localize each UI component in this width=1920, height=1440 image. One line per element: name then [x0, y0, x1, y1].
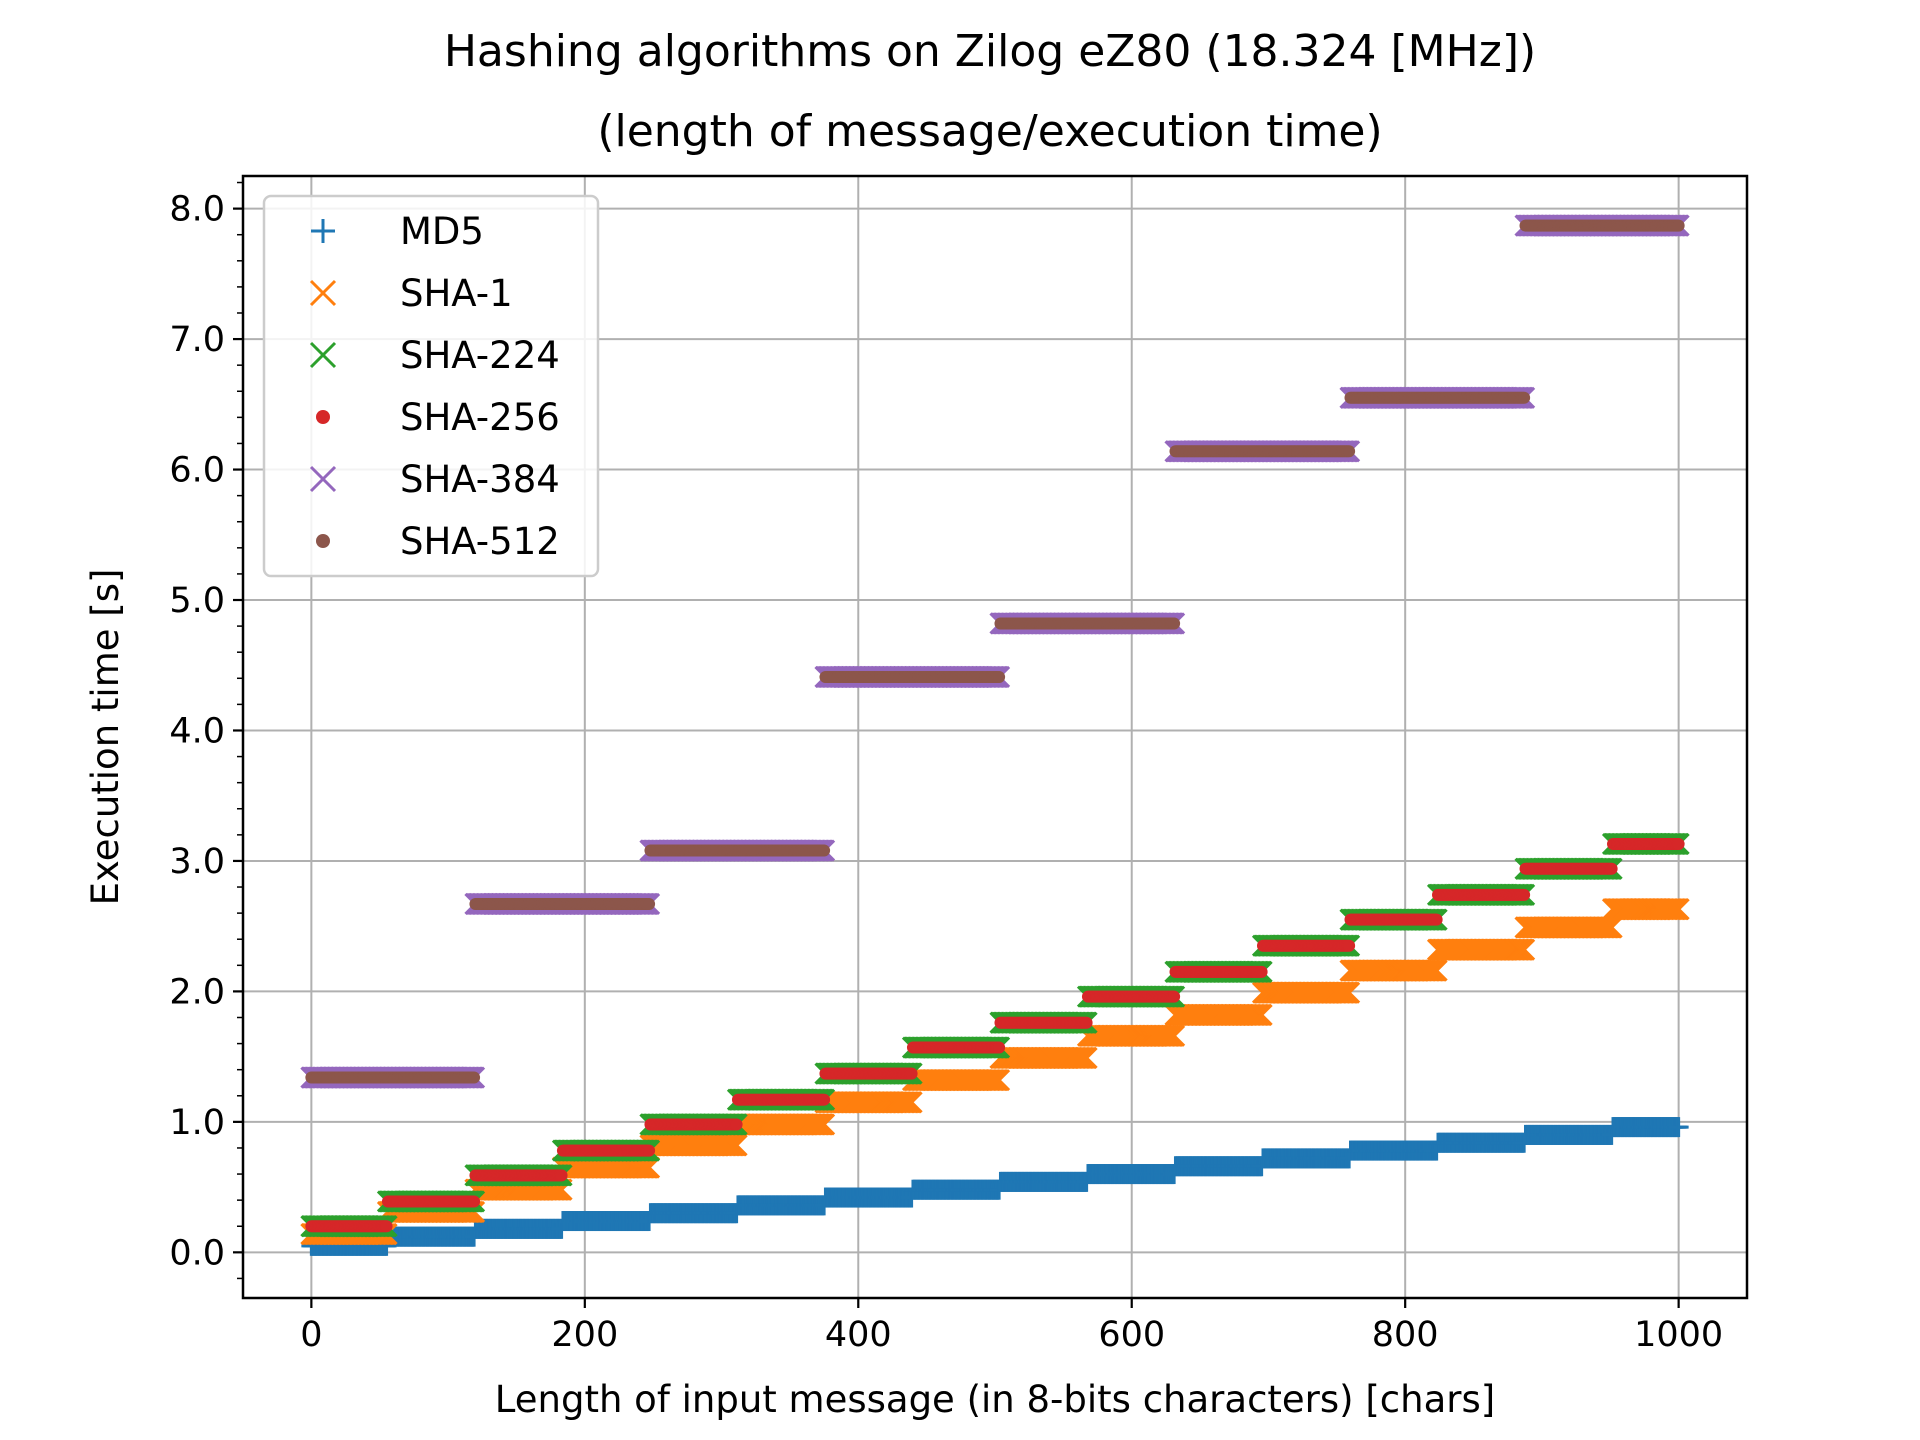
- series-sha-256-step: [906, 1041, 1006, 1054]
- series-md5-step: [902, 1179, 1010, 1200]
- series-md5-step: [640, 1203, 747, 1224]
- series-sha-1-step: [1339, 959, 1448, 982]
- series-sha-256-point: [818, 1093, 831, 1106]
- series-sha-1-step: [1426, 938, 1536, 961]
- series-sha-1-step: [1164, 1003, 1273, 1026]
- series-sha-256-point: [555, 1169, 568, 1182]
- series-sha-256-point: [1168, 990, 1181, 1003]
- series-sha-256-point: [1255, 965, 1268, 978]
- series-sha-256-step: [556, 1144, 656, 1157]
- series-sha-256-step: [644, 1118, 743, 1131]
- series-sha-256-point: [905, 1067, 918, 1080]
- series-md5-step: [552, 1211, 660, 1232]
- series-sha-256-step: [994, 1016, 1093, 1029]
- chart-subtitle: (length of message/execution time): [597, 106, 1382, 157]
- series-sha-256-step: [1256, 939, 1356, 952]
- series-md5-step: [1077, 1164, 1185, 1185]
- series-sha-256-step: [469, 1169, 568, 1182]
- series-sha-256-point: [380, 1220, 393, 1233]
- series-sha-256-step: [819, 1067, 918, 1080]
- series-md5-step: [1252, 1148, 1360, 1169]
- series-sha-256-step: [305, 1220, 393, 1233]
- series-md5-step: [1340, 1140, 1447, 1161]
- series-md5-step: [1603, 1117, 1689, 1138]
- series-sha-256-step: [1344, 913, 1443, 926]
- series-sha-256-step: [1519, 862, 1618, 875]
- series-sha-256-point: [993, 1041, 1006, 1054]
- series-sha-1-step: [1601, 898, 1690, 921]
- series-md5-step: [465, 1218, 572, 1239]
- chart-title: Hashing algorithms on Zilog eZ80 (18.324…: [444, 26, 1536, 77]
- series-md5-step: [990, 1171, 1097, 1192]
- grid: [243, 176, 1747, 1298]
- series-md5-step: [727, 1195, 835, 1216]
- series-sha-256-point: [1343, 939, 1356, 952]
- series-sha-256-step: [381, 1195, 481, 1208]
- series-sha-256-point: [1430, 913, 1443, 926]
- series-sha-256-point: [1605, 862, 1618, 875]
- series-md5-step: [1165, 1156, 1272, 1177]
- series-sha-256-point: [1080, 1016, 1093, 1029]
- series-sha-256-step: [1081, 990, 1181, 1003]
- series-sha-256-point: [468, 1195, 481, 1208]
- series-sha-256-point: [1518, 888, 1531, 901]
- series-sha-256-step: [1431, 888, 1531, 901]
- series-md5-step: [1427, 1132, 1535, 1153]
- series-sha-256-step: [1607, 837, 1685, 850]
- plot-area: [300, 214, 1690, 1256]
- series-sha-256-step: [1169, 965, 1268, 978]
- series-sha-1-step: [1251, 981, 1361, 1004]
- series-sha-1-step: [1514, 916, 1623, 939]
- series-sha-256-point: [1672, 837, 1685, 850]
- series-sha-256-point: [643, 1144, 656, 1157]
- series-sha-256-point: [730, 1118, 743, 1131]
- series-sha-256-step: [731, 1093, 831, 1106]
